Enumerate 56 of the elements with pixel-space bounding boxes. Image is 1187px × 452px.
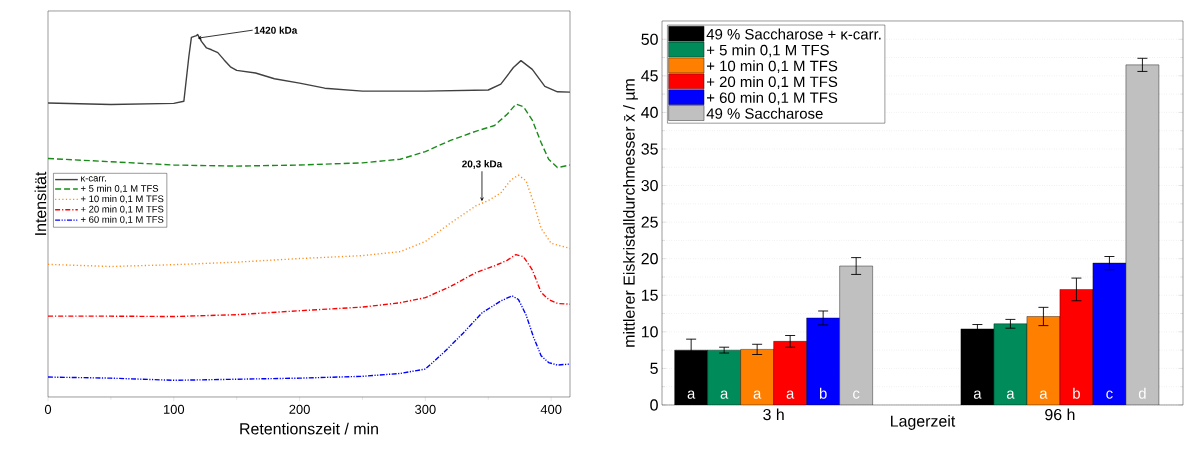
y-tick-label: 35 xyxy=(641,143,658,155)
y-tick-label: 50 xyxy=(641,33,658,45)
bar xyxy=(773,341,807,405)
y-tick-label: 10 xyxy=(641,326,658,338)
bar xyxy=(839,265,873,405)
data-label: a xyxy=(973,390,982,399)
legend-label: + 10 min 0,1 M TFS xyxy=(80,195,164,204)
y-tick-label: 30 xyxy=(641,179,658,192)
legend-label: + 10 min 0,1 M TFS xyxy=(706,60,838,74)
y-axis-title: Intensität xyxy=(34,171,47,235)
data-label: a xyxy=(786,390,795,399)
annotation: 20,3 kDa xyxy=(462,160,503,169)
data-label: a xyxy=(720,390,729,399)
legend-label: + 60 min 0,1 M TFS xyxy=(706,92,838,105)
legend-label: 49 % Saccharose xyxy=(706,107,823,119)
data-label: a xyxy=(1006,390,1015,399)
x-axis-title: Lagerzeit xyxy=(891,415,956,430)
x-tick-label: 100 xyxy=(163,404,185,414)
x-tick-label: 200 xyxy=(289,404,310,414)
x-axis-title: Retentionszeit / min xyxy=(240,422,378,435)
y-tick-label: 5 xyxy=(650,362,658,374)
data-label: a xyxy=(1039,390,1048,399)
bar xyxy=(740,349,774,405)
data-label: c xyxy=(1106,390,1113,399)
x-tick-label: 400 xyxy=(540,404,562,414)
legend-label: + 5 min 0,1 M TFS xyxy=(80,184,159,193)
bar xyxy=(1059,289,1094,405)
x-tick-label: 96 h xyxy=(1045,408,1075,421)
legend-label: 49 % Saccharose + κ-carr. xyxy=(706,28,881,40)
y-tick-label: 40 xyxy=(641,106,658,119)
bar xyxy=(1092,262,1127,405)
bar xyxy=(1026,316,1061,405)
data-label: b xyxy=(819,387,827,399)
y-tick-label: 20 xyxy=(641,253,658,265)
x-tick-label: 0 xyxy=(44,404,52,414)
legend-label: + 20 min 0,1 M TFS xyxy=(80,205,164,214)
bar xyxy=(1125,64,1160,405)
y-tick-label: 15 xyxy=(641,289,658,301)
annotation: 1420 kDa xyxy=(254,26,298,34)
legend-label: + 60 min 0,1 M TFS xyxy=(80,215,164,224)
y-axis-title: mittlerer Eiskristalldurchmesser x̄ / µm xyxy=(623,79,638,347)
y-tick-label: 25 xyxy=(641,216,658,228)
data-label: a xyxy=(753,390,762,399)
data-label: b xyxy=(1073,387,1080,399)
bar xyxy=(806,317,840,405)
x-tick-label: 300 xyxy=(415,404,436,414)
data-label: a xyxy=(687,390,696,399)
data-label: d xyxy=(1138,387,1146,399)
legend-label: + 20 min 0,1 M TFS xyxy=(706,76,838,89)
y-tick-label: 45 xyxy=(641,70,658,82)
bar xyxy=(993,323,1028,405)
x-tick-label: 3 h xyxy=(763,408,784,421)
legend-label: + 5 min 0,1 M TFS xyxy=(706,44,829,58)
data-label: c xyxy=(853,390,860,399)
bar xyxy=(707,349,741,405)
legend-label: κ-carr. xyxy=(81,176,106,182)
